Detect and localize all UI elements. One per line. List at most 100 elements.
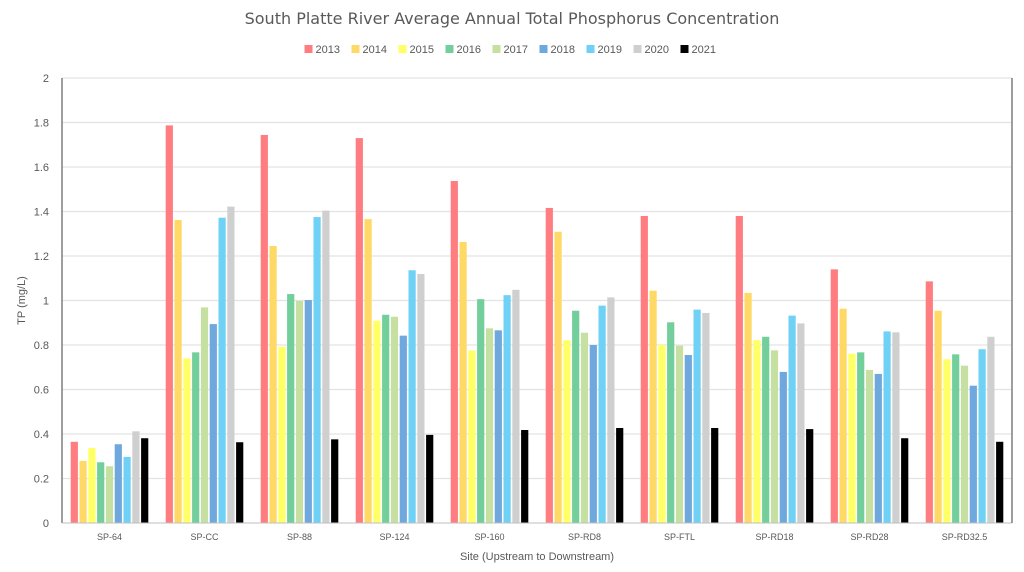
bar-2015-SP-64 xyxy=(88,448,96,523)
x-tick-label: SP-CC xyxy=(190,532,219,542)
bar-group-SP-CC xyxy=(165,125,244,524)
x-axis-ticks: SP-64 SP-CC SP-88 SP-124 SP-160 SP-RD8 SP-FTL S… xyxy=(97,532,987,542)
bar-2015-SP-FTL xyxy=(658,345,666,523)
x-axis-title: Site (Upstream to Downstream) xyxy=(460,551,614,563)
bar-2017-SP-FTL xyxy=(675,345,684,523)
bar-2018-SP-88 xyxy=(304,300,312,523)
x-tick-label: SP-FTL xyxy=(664,532,695,542)
bar-2017-SP-RD28 xyxy=(865,369,874,523)
bar-2019-SP-160 xyxy=(503,295,511,523)
bar-2021-SP-RD32.5 xyxy=(996,441,1004,523)
y-tick-label: 1.2 xyxy=(34,251,49,263)
bar-2015-SP-124 xyxy=(373,320,381,523)
bar-2015-SP-RD28 xyxy=(848,353,856,523)
legend-swatch xyxy=(586,45,595,53)
bar-2016-SP-RD32.5 xyxy=(952,354,960,523)
bar-2017-SP-160 xyxy=(485,328,494,523)
legend-swatch xyxy=(304,45,313,53)
bar-2020-SP-FTL xyxy=(702,312,710,523)
bar-group-SP-88 xyxy=(260,134,339,524)
bar-group-SP-RD8 xyxy=(545,207,624,523)
bar-2013-SP-RD8 xyxy=(545,207,553,523)
bar-2021-SP-124 xyxy=(426,434,434,523)
legend: 2013 2014 2015 2016 2017 2018 2019 2020 2021 xyxy=(304,44,716,56)
legend-item-2020: 2020 xyxy=(633,44,669,56)
bar-2018-SP-64 xyxy=(114,444,122,523)
y-tick-label: 1.8 xyxy=(34,118,49,130)
y-axis-title: TP (mg/L) xyxy=(16,276,28,325)
bar-group-SP-124 xyxy=(355,138,434,523)
x-tick-label: SP-RD32.5 xyxy=(942,532,988,542)
bar-2020-SP-CC xyxy=(227,206,235,524)
legend-swatch xyxy=(351,45,360,53)
x-tick-label: SP-64 xyxy=(97,532,122,542)
bar-2017-SP-CC xyxy=(200,307,209,523)
x-tick-label: SP-RD18 xyxy=(755,532,793,542)
bar-2014-SP-RD8 xyxy=(554,231,562,523)
x-tick-label: SP-160 xyxy=(474,532,504,542)
bar-group-SP-RD18 xyxy=(735,215,814,523)
bar-2016-SP-RD8 xyxy=(572,310,580,523)
bar-group-SP-RD28 xyxy=(830,269,909,523)
legend-swatch xyxy=(539,45,548,53)
bar-2015-SP-CC xyxy=(183,358,191,523)
bar-2014-SP-124 xyxy=(364,219,372,523)
bar-2015-SP-RD8 xyxy=(563,340,571,523)
legend-label: 2013 xyxy=(316,44,340,56)
legend-swatch xyxy=(445,45,454,53)
legend-swatch xyxy=(633,45,642,53)
bar-2016-SP-64 xyxy=(97,462,105,523)
bar-2018-SP-RD18 xyxy=(779,371,787,523)
bar-group-SP-RD32.5 xyxy=(925,281,1004,523)
bar-2021-SP-CC xyxy=(236,442,244,523)
bar-2018-SP-124 xyxy=(399,335,407,523)
bar-2014-SP-88 xyxy=(269,245,277,524)
bar-2021-SP-RD8 xyxy=(616,427,624,523)
bar-group-SP-160 xyxy=(450,181,529,524)
bar-2016-SP-88 xyxy=(287,294,295,523)
bar-2013-SP-124 xyxy=(355,138,363,523)
bar-2020-SP-160 xyxy=(512,289,520,523)
x-tick-label: SP-88 xyxy=(287,532,312,542)
bar-2020-SP-RD32.5 xyxy=(987,336,995,523)
bar-2016-SP-RD28 xyxy=(857,352,865,523)
bar-2015-SP-RD18 xyxy=(753,340,761,523)
x-tick-label: SP-RD28 xyxy=(850,532,888,542)
bar-2019-SP-FTL xyxy=(693,309,701,523)
legend-swatch xyxy=(680,45,689,53)
bar-2020-SP-RD28 xyxy=(892,332,900,523)
bar-2016-SP-CC xyxy=(192,352,200,523)
legend-swatch xyxy=(492,45,501,53)
y-tick-label: 1.6 xyxy=(34,162,49,174)
legend-label: 2018 xyxy=(551,44,575,56)
y-tick-label: 0 xyxy=(43,518,49,530)
bar-2017-SP-64 xyxy=(105,466,114,523)
y-tick-label: 2 xyxy=(43,73,49,85)
bar-2016-SP-RD18 xyxy=(762,336,770,523)
bar-2014-SP-RD28 xyxy=(839,308,847,523)
bar-2015-SP-RD32.5 xyxy=(943,359,951,523)
bar-2017-SP-124 xyxy=(390,316,399,523)
bar-2013-SP-RD18 xyxy=(735,215,743,523)
legend-item-2017: 2017 xyxy=(492,44,528,56)
bar-2019-SP-88 xyxy=(313,217,321,523)
legend-label: 2021 xyxy=(692,44,716,56)
bar-2014-SP-CC xyxy=(174,219,182,523)
bar-2015-SP-88 xyxy=(278,346,286,523)
bar-2017-SP-RD8 xyxy=(580,332,589,523)
bar-2020-SP-88 xyxy=(322,210,330,524)
y-tick-label: 0.6 xyxy=(34,385,49,397)
y-tick-label: 0.8 xyxy=(34,340,49,352)
legend-item-2018: 2018 xyxy=(539,44,575,56)
legend-label: 2019 xyxy=(598,44,622,56)
bar-2015-SP-160 xyxy=(468,350,476,523)
bar-2018-SP-CC xyxy=(209,324,217,523)
legend-swatch xyxy=(398,45,407,53)
bar-2021-SP-64 xyxy=(141,438,149,523)
legend-item-2013: 2013 xyxy=(304,44,340,56)
bar-2019-SP-RD18 xyxy=(788,315,796,523)
bar-2021-SP-88 xyxy=(331,439,339,523)
bar-2017-SP-RD18 xyxy=(770,350,779,523)
bar-2016-SP-FTL xyxy=(667,322,675,523)
